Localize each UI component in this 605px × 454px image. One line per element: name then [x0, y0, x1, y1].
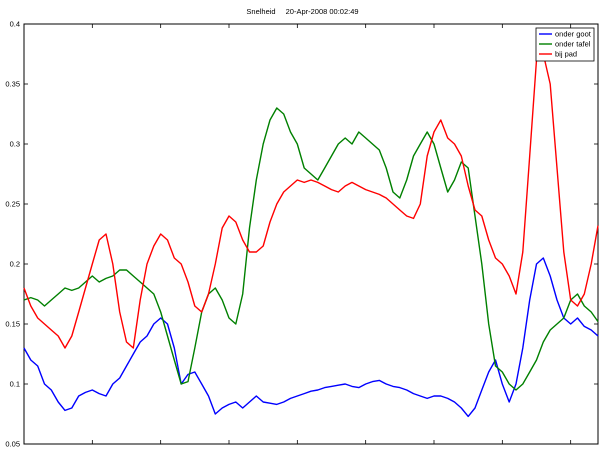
chart-title-timestamp: 20-Apr-2008 00:02:49 [285, 7, 359, 16]
y-tick-label: 0.25 [5, 200, 20, 209]
y-tick-label: 0.15 [5, 320, 20, 329]
axis-ticks: 0.05 0.1 0.15 0.2 0.25 0.3 0.35 0.4 [5, 20, 598, 449]
y-tick-label: 0.35 [5, 80, 20, 89]
series-line [23, 257, 599, 418]
y-tick-label: 0.05 [5, 440, 20, 449]
legend-label: onder tafel [555, 40, 591, 49]
series-line [23, 53, 599, 349]
y-tick-label: 0.4 [10, 20, 20, 29]
y-tick-label: 0.2 [10, 260, 20, 269]
plot-area [23, 23, 599, 445]
series-line [23, 107, 599, 391]
legend-label: onder goot [555, 30, 592, 39]
legend-label: bij pad [555, 50, 577, 59]
series-lines [23, 53, 599, 418]
chart-title-main: Snelheid [246, 7, 276, 16]
chart-title: Snelheid 20-Apr-2008 00:02:49 [0, 7, 605, 16]
y-tick-label: 0.1 [10, 380, 20, 389]
y-tick-label: 0.3 [10, 140, 20, 149]
